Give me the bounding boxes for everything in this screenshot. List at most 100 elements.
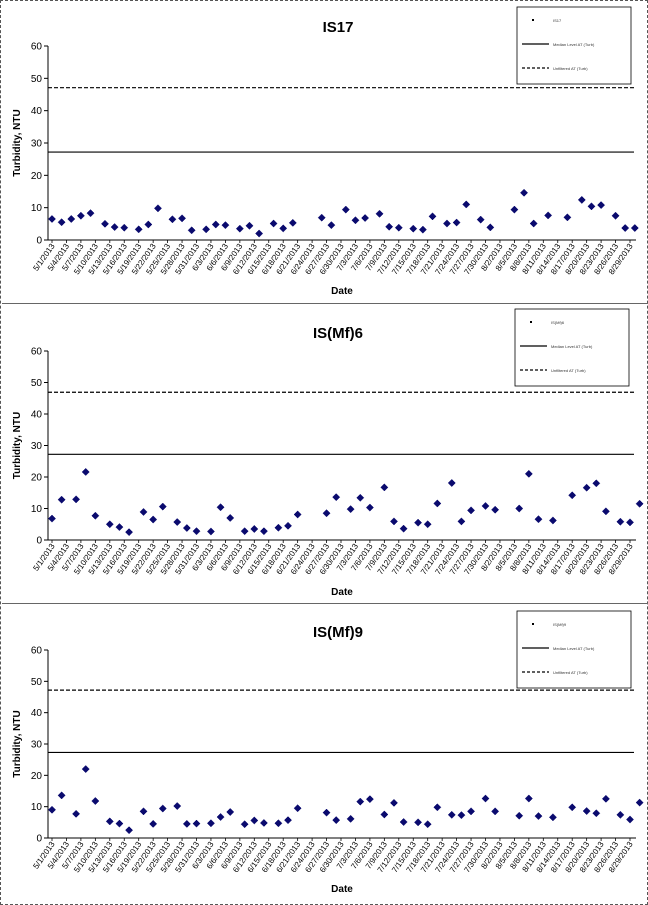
data-point (515, 811, 524, 820)
data-point (414, 518, 423, 527)
data-point (81, 765, 90, 774)
data-point (524, 794, 533, 803)
data-point (621, 224, 630, 232)
data-point (192, 819, 201, 828)
data-point (259, 527, 268, 536)
data-point (206, 527, 215, 536)
x-axis-label: Date (331, 884, 353, 895)
y-axis-label: Turbidity, NTU (12, 109, 23, 176)
data-point (274, 523, 283, 532)
data-point (235, 224, 244, 233)
data-point (216, 503, 225, 512)
data-point (592, 479, 601, 488)
legend-box (516, 6, 632, 85)
data-point (534, 515, 543, 524)
data-point (548, 516, 557, 525)
data-point (240, 527, 249, 536)
data-point (616, 810, 625, 819)
data-point (582, 807, 591, 816)
data-point (240, 820, 249, 829)
y-axis-label: Turbidity, NTU (12, 412, 23, 479)
legend-label: Unfiltered AT (Turb) (553, 670, 588, 675)
data-point (346, 814, 355, 823)
data-point (592, 809, 601, 818)
data-point (399, 524, 408, 533)
data-point (182, 819, 191, 828)
data-point (385, 222, 394, 231)
y-tick-label: 0 (36, 834, 42, 845)
data-point (327, 221, 336, 230)
y-tick-label: 10 (31, 504, 43, 515)
data-point (274, 819, 283, 828)
data-point (173, 802, 182, 810)
data-point (356, 797, 365, 806)
data-point (91, 797, 100, 805)
data-point (447, 810, 456, 819)
data-point (101, 219, 109, 228)
data-point (476, 215, 485, 224)
data-point (524, 469, 533, 478)
data-point (48, 215, 56, 223)
legend-marker-diamond (530, 321, 532, 323)
panel-divider (2, 303, 648, 304)
data-point (520, 188, 528, 197)
legend-label: IS(Mf)9 (553, 622, 567, 627)
data-point (491, 505, 500, 514)
data-point (491, 807, 500, 816)
data-point (529, 219, 538, 228)
data-point (418, 225, 427, 234)
data-point (630, 224, 639, 232)
data-point (390, 517, 398, 526)
legend-label: Median Level AT (Turb) (553, 646, 595, 651)
data-point (67, 215, 76, 223)
data-point (245, 221, 254, 230)
data-point (293, 510, 302, 519)
data-point (616, 517, 625, 526)
data-point (250, 525, 259, 533)
data-point (105, 817, 114, 826)
data-point (48, 514, 56, 523)
data-point (81, 468, 90, 476)
y-axis-label: Turbidity, NTU (12, 710, 23, 777)
data-point (332, 493, 341, 502)
data-point (158, 804, 167, 813)
x-axis-label: Date (331, 587, 353, 598)
y-tick-label: 0 (36, 536, 42, 547)
y-tick-label: 20 (31, 771, 43, 782)
y-tick-label: 40 (31, 708, 43, 719)
data-point (399, 818, 408, 826)
data-point (361, 214, 370, 222)
data-point (226, 513, 235, 522)
data-point (433, 499, 442, 508)
data-point (158, 502, 167, 511)
chart-panel-is-mf9: IS(Mf)9 0 10 20 30 40 50 60 Turbidity, NTU 5/1/20… (2, 604, 648, 904)
data-point (443, 219, 451, 228)
y-tick-label: 50 (31, 378, 43, 389)
data-point (534, 812, 543, 821)
data-point (433, 803, 442, 812)
data-point (154, 204, 162, 213)
legend-label: Unfiltered AT (Turb) (553, 66, 588, 71)
data-point (467, 506, 476, 515)
data-point (211, 220, 220, 229)
y-tick-label: 20 (31, 473, 43, 484)
data-point (216, 813, 225, 821)
data-point (139, 807, 148, 816)
data-point (587, 202, 596, 211)
data-point (72, 809, 81, 818)
legend-label: Median Level AT (Turb) (551, 344, 593, 349)
data-point (457, 517, 466, 526)
y-tick-label: 50 (31, 677, 43, 688)
data-point (125, 826, 134, 835)
chart-title: IS(Mf)9 (313, 624, 363, 641)
data-point (510, 205, 519, 214)
data-point (57, 791, 66, 800)
data-point (48, 805, 56, 814)
y-tick-label: 40 (31, 410, 43, 421)
data-point (409, 224, 418, 233)
chart-title: IS17 (323, 19, 354, 36)
data-point (149, 515, 158, 524)
data-point (105, 520, 114, 529)
